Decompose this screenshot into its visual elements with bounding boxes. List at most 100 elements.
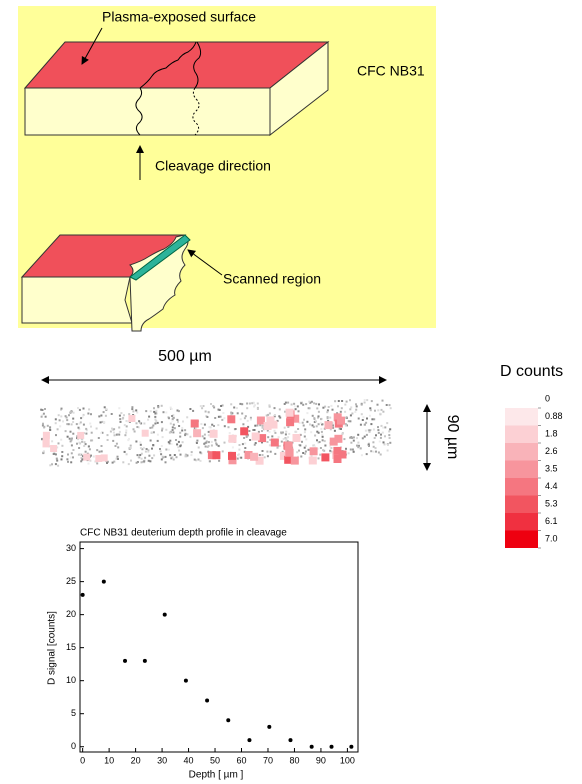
scan-pixel [218,409,221,411]
scan-pixel [151,426,154,429]
scan-pixel [149,426,152,429]
x-tick-label: 40 [184,755,194,765]
scan-pixel [323,440,326,443]
scan-pixel [360,454,363,457]
scan-pixel [313,444,316,447]
scan-pixel [40,415,43,418]
scan-hit [244,451,253,459]
scan-hit [329,437,338,446]
scan-pixel [70,444,73,447]
scan-pixel [300,455,303,458]
scan-pixel [139,421,141,424]
scan-pixel [171,419,174,422]
scan-pixel [371,418,374,421]
scan-pixel [207,441,210,444]
scan-pixel [239,418,242,421]
scan-pixel [81,440,84,443]
scan-pixel [184,453,187,456]
scan-pixel [60,415,63,418]
scan-pixel [377,429,380,432]
scan-pixel [238,456,241,459]
scan-pixel [256,406,259,409]
scan-pixel [70,439,73,442]
scan-pixel [160,458,163,461]
scan-pixel [310,431,313,434]
scan-pixel [138,456,141,459]
scan-pixel [321,439,324,442]
scan-pixel [311,414,314,417]
scan-pixel [338,427,341,430]
scan-pixel [157,405,160,407]
scan-pixel [349,414,352,417]
scan-pixel [141,460,144,463]
scan-pixel [297,428,300,430]
scan-pixel [168,417,170,420]
scan-pixel [90,454,92,457]
scan-pixel [210,440,213,443]
scan-pixel [213,425,215,427]
scan-pixel [274,431,277,434]
scan-pixel [320,430,323,433]
x-tick-label: 100 [340,755,355,765]
data-point [288,738,293,743]
scan-pixel [261,424,264,427]
scan-pixel [271,435,274,438]
scan-pixel [284,401,287,404]
scan-pixel [269,438,272,441]
scan-pixel [122,416,125,419]
scan-pixel [365,433,368,436]
scan-pixel [236,412,239,415]
scan-pixel [369,407,372,410]
scan-pixel [361,437,364,440]
colorbar-tick-label: 0 [545,393,550,403]
scan-pixel [278,408,281,411]
scan-pixel [72,432,75,435]
scan-pixel [321,423,323,426]
scan-pixel [235,407,238,410]
scan-pixel [236,457,239,460]
scan-pixel [161,436,164,439]
scan-pixel [331,408,334,411]
scan-pixel [307,448,310,451]
scan-pixel [190,454,193,457]
scan-pixel [230,411,233,414]
scan-pixel [217,408,220,411]
scan-pixel [90,439,93,442]
scan-pixel [358,444,360,447]
scan-pixel [357,417,360,420]
scan-pixel [344,403,347,406]
scan-hit [266,416,275,425]
scan-pixel [181,441,184,444]
scan-pixel [281,431,284,434]
data-point [309,744,314,749]
scan-hit [334,434,343,443]
scan-pixel [61,451,64,453]
plot-frame [79,541,359,753]
scan-pixel [330,450,333,453]
scan-pixel [128,413,131,416]
scan-pixel [135,440,138,443]
scan-pixel [368,414,371,417]
scan-pixel [208,460,211,463]
scan-pixel [176,443,179,446]
scan-pixel [56,459,59,462]
scan-pixel [140,452,143,455]
scan-map: 500 µm 90 µm [40,348,461,471]
scan-pixel [230,403,233,406]
x-tick-label: 30 [157,755,167,765]
scan-pixel [273,414,276,416]
scan-pixel [189,435,192,438]
scan-pixel [293,405,296,408]
scan-pixel [123,424,126,427]
scan-pixel [344,410,347,413]
scan-pixel [215,442,218,445]
scan-pixel [46,424,49,427]
scan-pixel [170,442,173,445]
scan-pixel [274,452,277,455]
scan-pixel [136,426,139,428]
scan-pixel [329,445,332,448]
colorbar-cell [505,408,538,426]
scan-pixel [316,407,319,410]
scan-pixel [171,429,174,431]
scan-pixel [133,430,136,433]
